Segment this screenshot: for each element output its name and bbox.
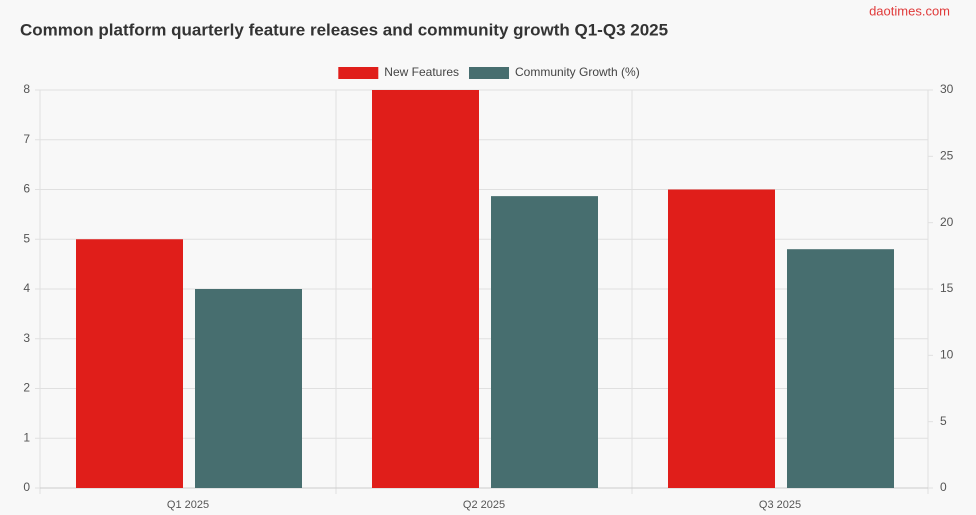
bar xyxy=(195,289,302,488)
y-tick-label: 3 xyxy=(23,331,30,345)
y-tick-label: 6 xyxy=(23,182,30,196)
bar xyxy=(491,196,598,488)
x-tick-label: Q2 2025 xyxy=(463,499,505,511)
y-tick-label: 1 xyxy=(23,430,30,444)
y-tick-label: 0 xyxy=(23,480,30,494)
y2-tick-label: 20 xyxy=(940,215,954,229)
bar xyxy=(787,249,894,488)
y2-tick-label: 10 xyxy=(940,348,954,362)
y2-tick-label: 0 xyxy=(940,480,947,494)
y2-tick-label: 25 xyxy=(940,149,954,163)
x-tick-label: Q3 2025 xyxy=(759,499,801,511)
legend-swatch xyxy=(469,67,510,79)
y-tick-label: 8 xyxy=(23,82,30,96)
y-tick-label: 4 xyxy=(23,281,30,295)
y-tick-label: 5 xyxy=(23,231,30,245)
bar xyxy=(76,239,183,488)
watermark: daotimes.com xyxy=(869,3,950,18)
legend-label: New Features xyxy=(384,65,459,79)
x-tick-label: Q1 2025 xyxy=(167,499,209,511)
legend-label: Community Growth (%) xyxy=(515,65,640,79)
bar xyxy=(668,189,775,488)
y2-tick-label: 30 xyxy=(940,82,954,96)
y-tick-label: 2 xyxy=(23,381,30,395)
legend-swatch xyxy=(338,67,379,79)
y-tick-label: 7 xyxy=(23,132,30,146)
y2-tick-label: 5 xyxy=(940,414,947,428)
chart-title: Common platform quarterly feature releas… xyxy=(20,20,668,39)
bar xyxy=(372,90,479,488)
y2-tick-label: 15 xyxy=(940,281,954,295)
